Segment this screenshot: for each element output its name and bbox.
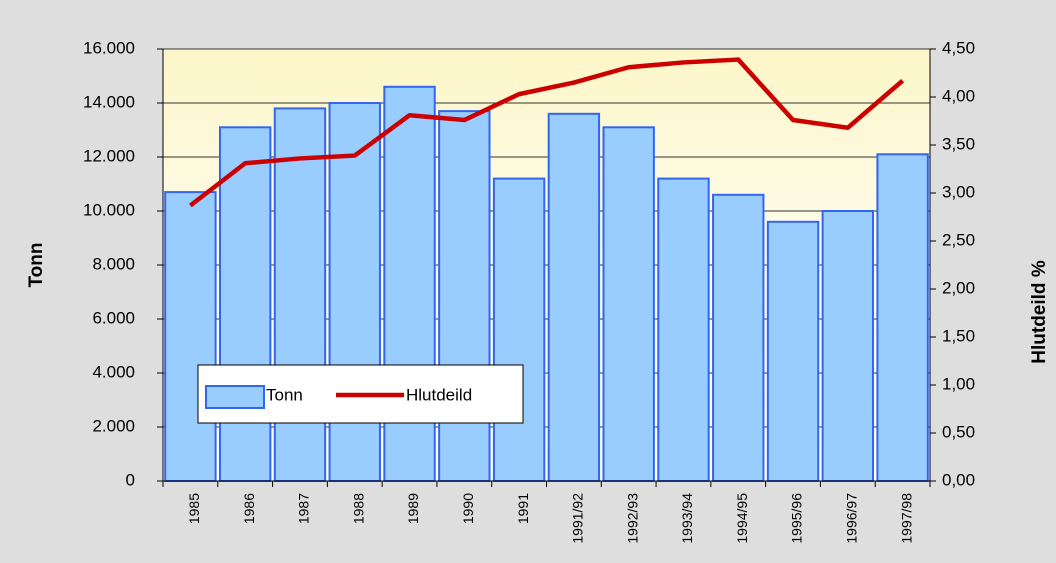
x-tick-label: 1991/92 [570, 493, 586, 544]
x-tick-label: 1992/93 [624, 493, 640, 544]
y-axis-title: Tonn [26, 242, 47, 287]
bar [766, 220, 820, 483]
y-tick-label: 0 [126, 470, 135, 489]
bar [712, 193, 765, 483]
x-tick-label: 1996/97 [844, 493, 860, 544]
legend-label: Tonn [266, 385, 303, 404]
y-tick-label: 10.000 [83, 200, 135, 219]
bar [547, 112, 601, 483]
bar [164, 191, 217, 482]
bar [328, 102, 381, 482]
bar [438, 110, 491, 482]
bar [821, 210, 875, 482]
bar [273, 107, 327, 483]
x-tick-label: 1993/94 [679, 493, 695, 544]
y2-tick-label: 4,00 [942, 86, 975, 105]
y2-tick-label: 2,00 [942, 278, 975, 297]
line [189, 57, 905, 208]
bar [218, 126, 272, 483]
bar [602, 126, 655, 483]
y2-tick-label: 3,50 [942, 134, 975, 153]
y-tick-label: 12.000 [83, 146, 135, 165]
x-tick-label: 1991 [515, 493, 531, 524]
y-tick-label: 6.000 [92, 308, 135, 327]
y2-tick-label: 3,00 [942, 182, 975, 201]
y-tick-label: 16.000 [83, 38, 135, 57]
x-tick-label: 1997/98 [898, 493, 914, 544]
y2-tick-label: 1,50 [942, 326, 975, 345]
x-tick-label: 1989 [405, 493, 421, 524]
x-tick-label: 1990 [460, 493, 476, 524]
y2-tick-label: 1,00 [942, 374, 975, 393]
y-tick-label: 4.000 [92, 362, 135, 381]
legend-label: Hlutdeild [406, 385, 472, 404]
bar [492, 177, 546, 482]
y2-axis-title: Hlutdeild % [1029, 260, 1050, 364]
y2-tick-label: 0,50 [942, 422, 975, 441]
x-tick-label: 1988 [350, 493, 366, 524]
y2-tick-label: 0,00 [942, 470, 975, 489]
y-tick-label: 14.000 [83, 92, 135, 111]
y2-tick-label: 4,50 [942, 38, 975, 57]
x-tick-label: 1986 [241, 493, 257, 524]
y-tick-label: 8.000 [92, 254, 135, 273]
bar [876, 153, 929, 483]
legend-swatch [205, 385, 265, 409]
x-tick-label: 1985 [186, 493, 202, 524]
y-tick-label: 2.000 [92, 416, 135, 435]
x-tick-label: 1994/95 [734, 493, 750, 544]
y2-tick-label: 2,50 [942, 230, 975, 249]
x-tick-label: 1995/96 [789, 493, 805, 544]
legend: Tonn Hlutdeild [197, 364, 524, 424]
bar [657, 177, 710, 482]
x-tick-label: 1987 [296, 493, 312, 524]
